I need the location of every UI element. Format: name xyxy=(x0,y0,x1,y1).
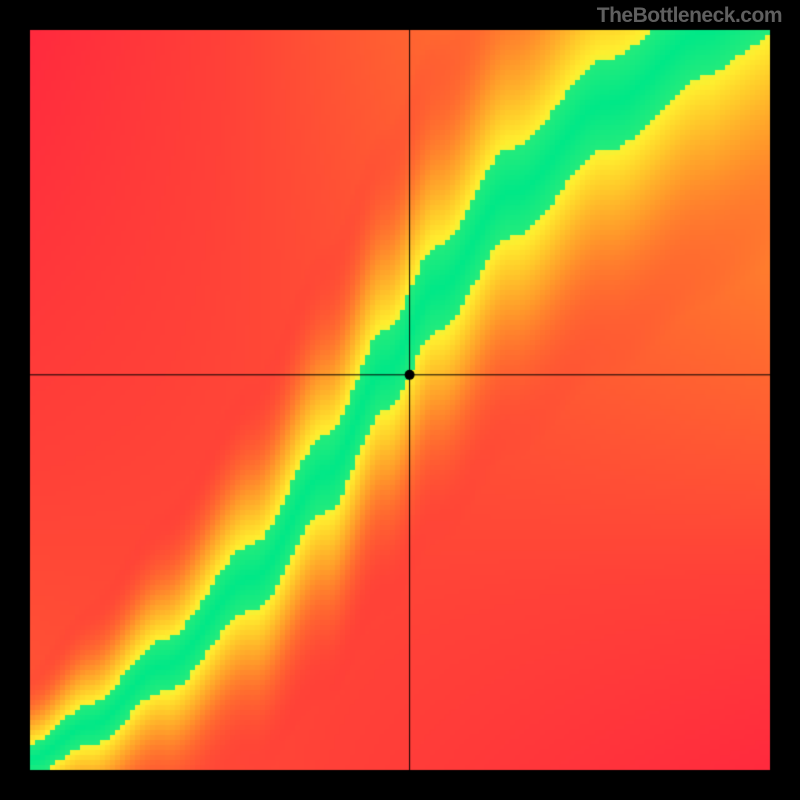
bottleneck-heatmap xyxy=(0,0,800,800)
chart-container: TheBottleneck.com xyxy=(0,0,800,800)
watermark-text: TheBottleneck.com xyxy=(597,4,782,28)
